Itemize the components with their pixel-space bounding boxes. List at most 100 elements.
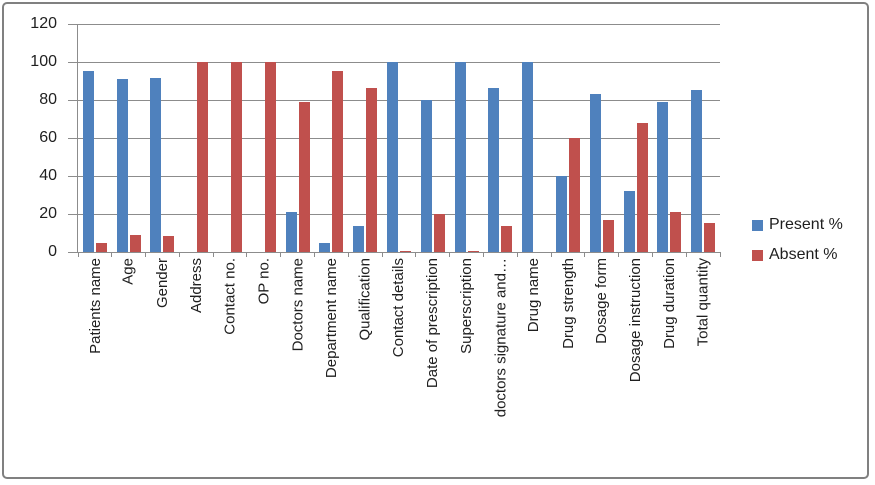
x-axis-label: OP no.: [255, 258, 273, 305]
bar-absent: [197, 62, 209, 252]
x-axis-tick: [347, 252, 349, 257]
y-axis-tick: [68, 137, 78, 139]
x-axis-label: Total quantity: [694, 258, 712, 347]
bar-present: [623, 191, 635, 252]
bar-present: [522, 62, 534, 252]
x-axis-tick: [482, 252, 484, 257]
x-axis-tick: [449, 252, 451, 257]
bar-absent: [501, 226, 513, 252]
y-axis-tick: [68, 213, 78, 215]
x-axis-tick: [381, 252, 383, 257]
bar-absent: [400, 251, 411, 252]
bar-present: [488, 88, 500, 252]
bar-present: [82, 71, 94, 252]
y-axis-tick-label: 120: [30, 15, 57, 32]
bar-present: [589, 94, 601, 252]
bar-absent: [467, 251, 479, 252]
x-axis-line: [78, 251, 720, 253]
bar-present: [150, 78, 162, 252]
chart-legend: Present % Absent %: [752, 216, 843, 278]
y-axis-tick: [68, 175, 78, 177]
gridline: [78, 137, 720, 139]
bar-present: [555, 176, 567, 252]
x-axis-label: Drug strength: [559, 258, 577, 349]
bar-absent: [568, 138, 580, 252]
bar-present: [454, 62, 466, 252]
legend-entry-present: Present %: [752, 216, 843, 233]
x-axis-label: Superscription: [458, 258, 476, 354]
bar-absent: [95, 243, 107, 252]
x-axis-tick: [685, 252, 687, 257]
x-axis-label: Qualification: [356, 258, 374, 341]
bar-absent: [332, 71, 344, 252]
y-axis-line: [77, 24, 78, 253]
bar-present: [691, 90, 703, 252]
gridline: [78, 23, 720, 25]
bar-absent: [264, 62, 276, 252]
x-axis-tick: [719, 252, 721, 257]
bar-absent: [636, 123, 648, 252]
x-axis-label: Date of prescription: [424, 258, 442, 389]
gridline: [78, 213, 720, 215]
bar-absent: [704, 223, 716, 252]
y-axis-tick-label: 60: [39, 129, 57, 146]
bar-present: [116, 79, 128, 252]
x-axis-tick: [145, 252, 147, 257]
bar-present: [353, 226, 365, 252]
bar-absent: [129, 235, 141, 252]
bar-present: [387, 62, 398, 252]
y-axis-tick: [68, 99, 78, 101]
x-axis-label: Contact no.: [221, 258, 239, 335]
bar-absent: [433, 214, 445, 252]
y-axis-tick: [68, 251, 78, 253]
bar-absent: [163, 236, 175, 252]
x-axis-tick: [77, 252, 79, 257]
y-axis-tick-label: 20: [39, 205, 57, 222]
x-axis-label: Address: [187, 258, 205, 314]
x-axis-tick: [111, 252, 113, 257]
gridline: [78, 61, 720, 63]
bar-absent: [366, 88, 378, 252]
x-axis-tick: [415, 252, 417, 257]
x-axis-label: Dosage form: [593, 258, 611, 344]
x-axis-label: Contact details: [390, 258, 408, 358]
bar-present: [285, 212, 297, 252]
x-axis-tick: [584, 252, 586, 257]
x-axis-tick: [246, 252, 248, 257]
legend-label-absent: Absent %: [769, 246, 838, 263]
x-axis-tick: [618, 252, 620, 257]
y-axis-tick: [68, 61, 78, 63]
x-axis-label: Drug name: [525, 258, 543, 333]
x-axis-label: Doctors name: [289, 258, 307, 352]
y-axis-tick-label: 100: [30, 53, 57, 70]
x-axis-tick: [178, 252, 180, 257]
y-axis-tick: [68, 23, 78, 25]
x-axis-label: Dosage instruction: [627, 258, 645, 383]
bar-present: [319, 243, 331, 252]
y-axis-tick-label: 80: [39, 91, 57, 108]
gridline: [78, 175, 720, 177]
legend-label-present: Present %: [769, 216, 843, 233]
x-axis-tick: [314, 252, 316, 257]
bar-absent: [602, 220, 614, 252]
x-axis-label: Patients name: [86, 258, 104, 354]
x-axis-tick: [516, 252, 518, 257]
bar-present: [657, 102, 669, 252]
y-axis-tick-label: 40: [39, 167, 57, 184]
bar-absent: [298, 102, 310, 252]
bar-present: [420, 100, 432, 252]
bar-absent: [670, 212, 682, 252]
x-axis-label: Department name: [322, 258, 340, 379]
x-axis-label: doctors signature and…: [491, 258, 509, 418]
x-axis-label: Age: [120, 258, 138, 285]
x-axis-tick: [651, 252, 653, 257]
legend-swatch-absent-icon: [752, 249, 763, 261]
x-axis-label: Drug duration: [660, 258, 678, 349]
legend-entry-absent: Absent %: [752, 246, 843, 263]
x-axis-tick: [550, 252, 552, 257]
x-axis-tick: [280, 252, 282, 257]
legend-swatch-present-icon: [752, 219, 763, 231]
y-axis-tick-label: 0: [48, 243, 57, 260]
gridline: [78, 99, 720, 101]
